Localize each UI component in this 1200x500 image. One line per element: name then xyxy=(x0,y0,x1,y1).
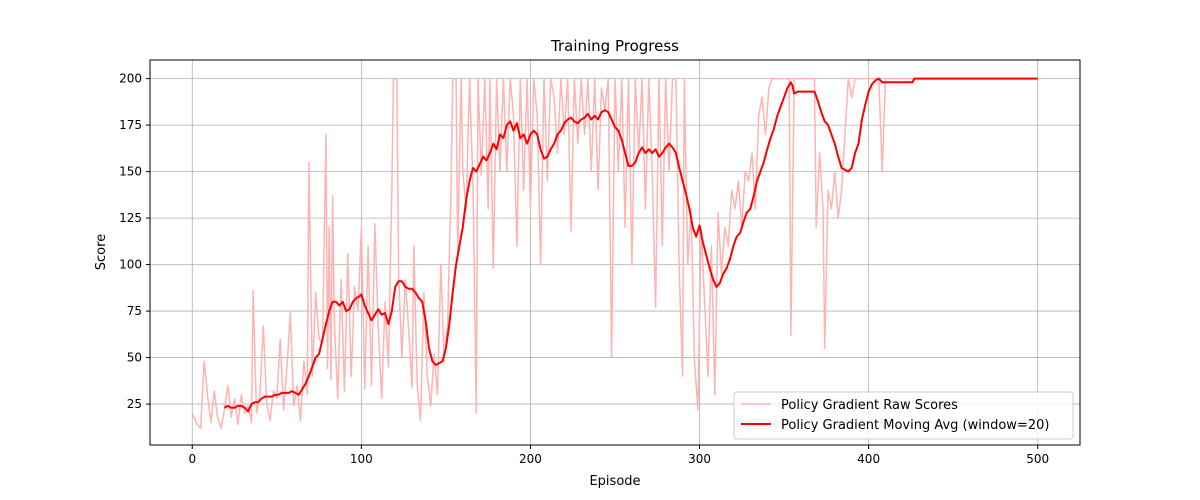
ticks: 0 100 200 300 400 500 25 50 75 100 125 150 175 200 xyxy=(119,72,1049,466)
raw-scores-line xyxy=(191,77,1038,430)
legend-label-moving-avg: Policy Gradient Moving Avg (window=20) xyxy=(781,418,1049,433)
series-layer xyxy=(191,77,1038,430)
moving-avg-line xyxy=(223,77,1038,413)
x-tick-label: 500 xyxy=(1026,452,1049,466)
x-axis-label: Episode xyxy=(589,474,640,489)
x-tick-label: 400 xyxy=(857,452,880,466)
x-tick-label: 0 xyxy=(188,452,196,466)
y-tick-label: 175 xyxy=(119,118,142,132)
y-tick-label: 25 xyxy=(127,397,142,411)
legend-box xyxy=(733,391,1074,440)
x-tick-label: 300 xyxy=(688,452,711,466)
chart-title: Training Progress xyxy=(550,37,679,55)
legend: Policy Gradient Raw Scores Policy Gradie… xyxy=(733,391,1074,440)
y-tick-label: 150 xyxy=(119,165,142,179)
x-tick-label: 200 xyxy=(519,452,542,466)
y-tick-label: 125 xyxy=(119,211,142,225)
y-tick-label: 50 xyxy=(127,351,142,365)
x-tick-label: 100 xyxy=(350,452,373,466)
y-tick-label: 100 xyxy=(119,258,142,272)
y-tick-label: 200 xyxy=(119,72,142,86)
plot-frame xyxy=(149,59,1081,446)
y-axis-label: Score xyxy=(94,234,109,270)
legend-label-raw-scores: Policy Gradient Raw Scores xyxy=(781,398,958,413)
y-tick-label: 75 xyxy=(127,304,142,318)
